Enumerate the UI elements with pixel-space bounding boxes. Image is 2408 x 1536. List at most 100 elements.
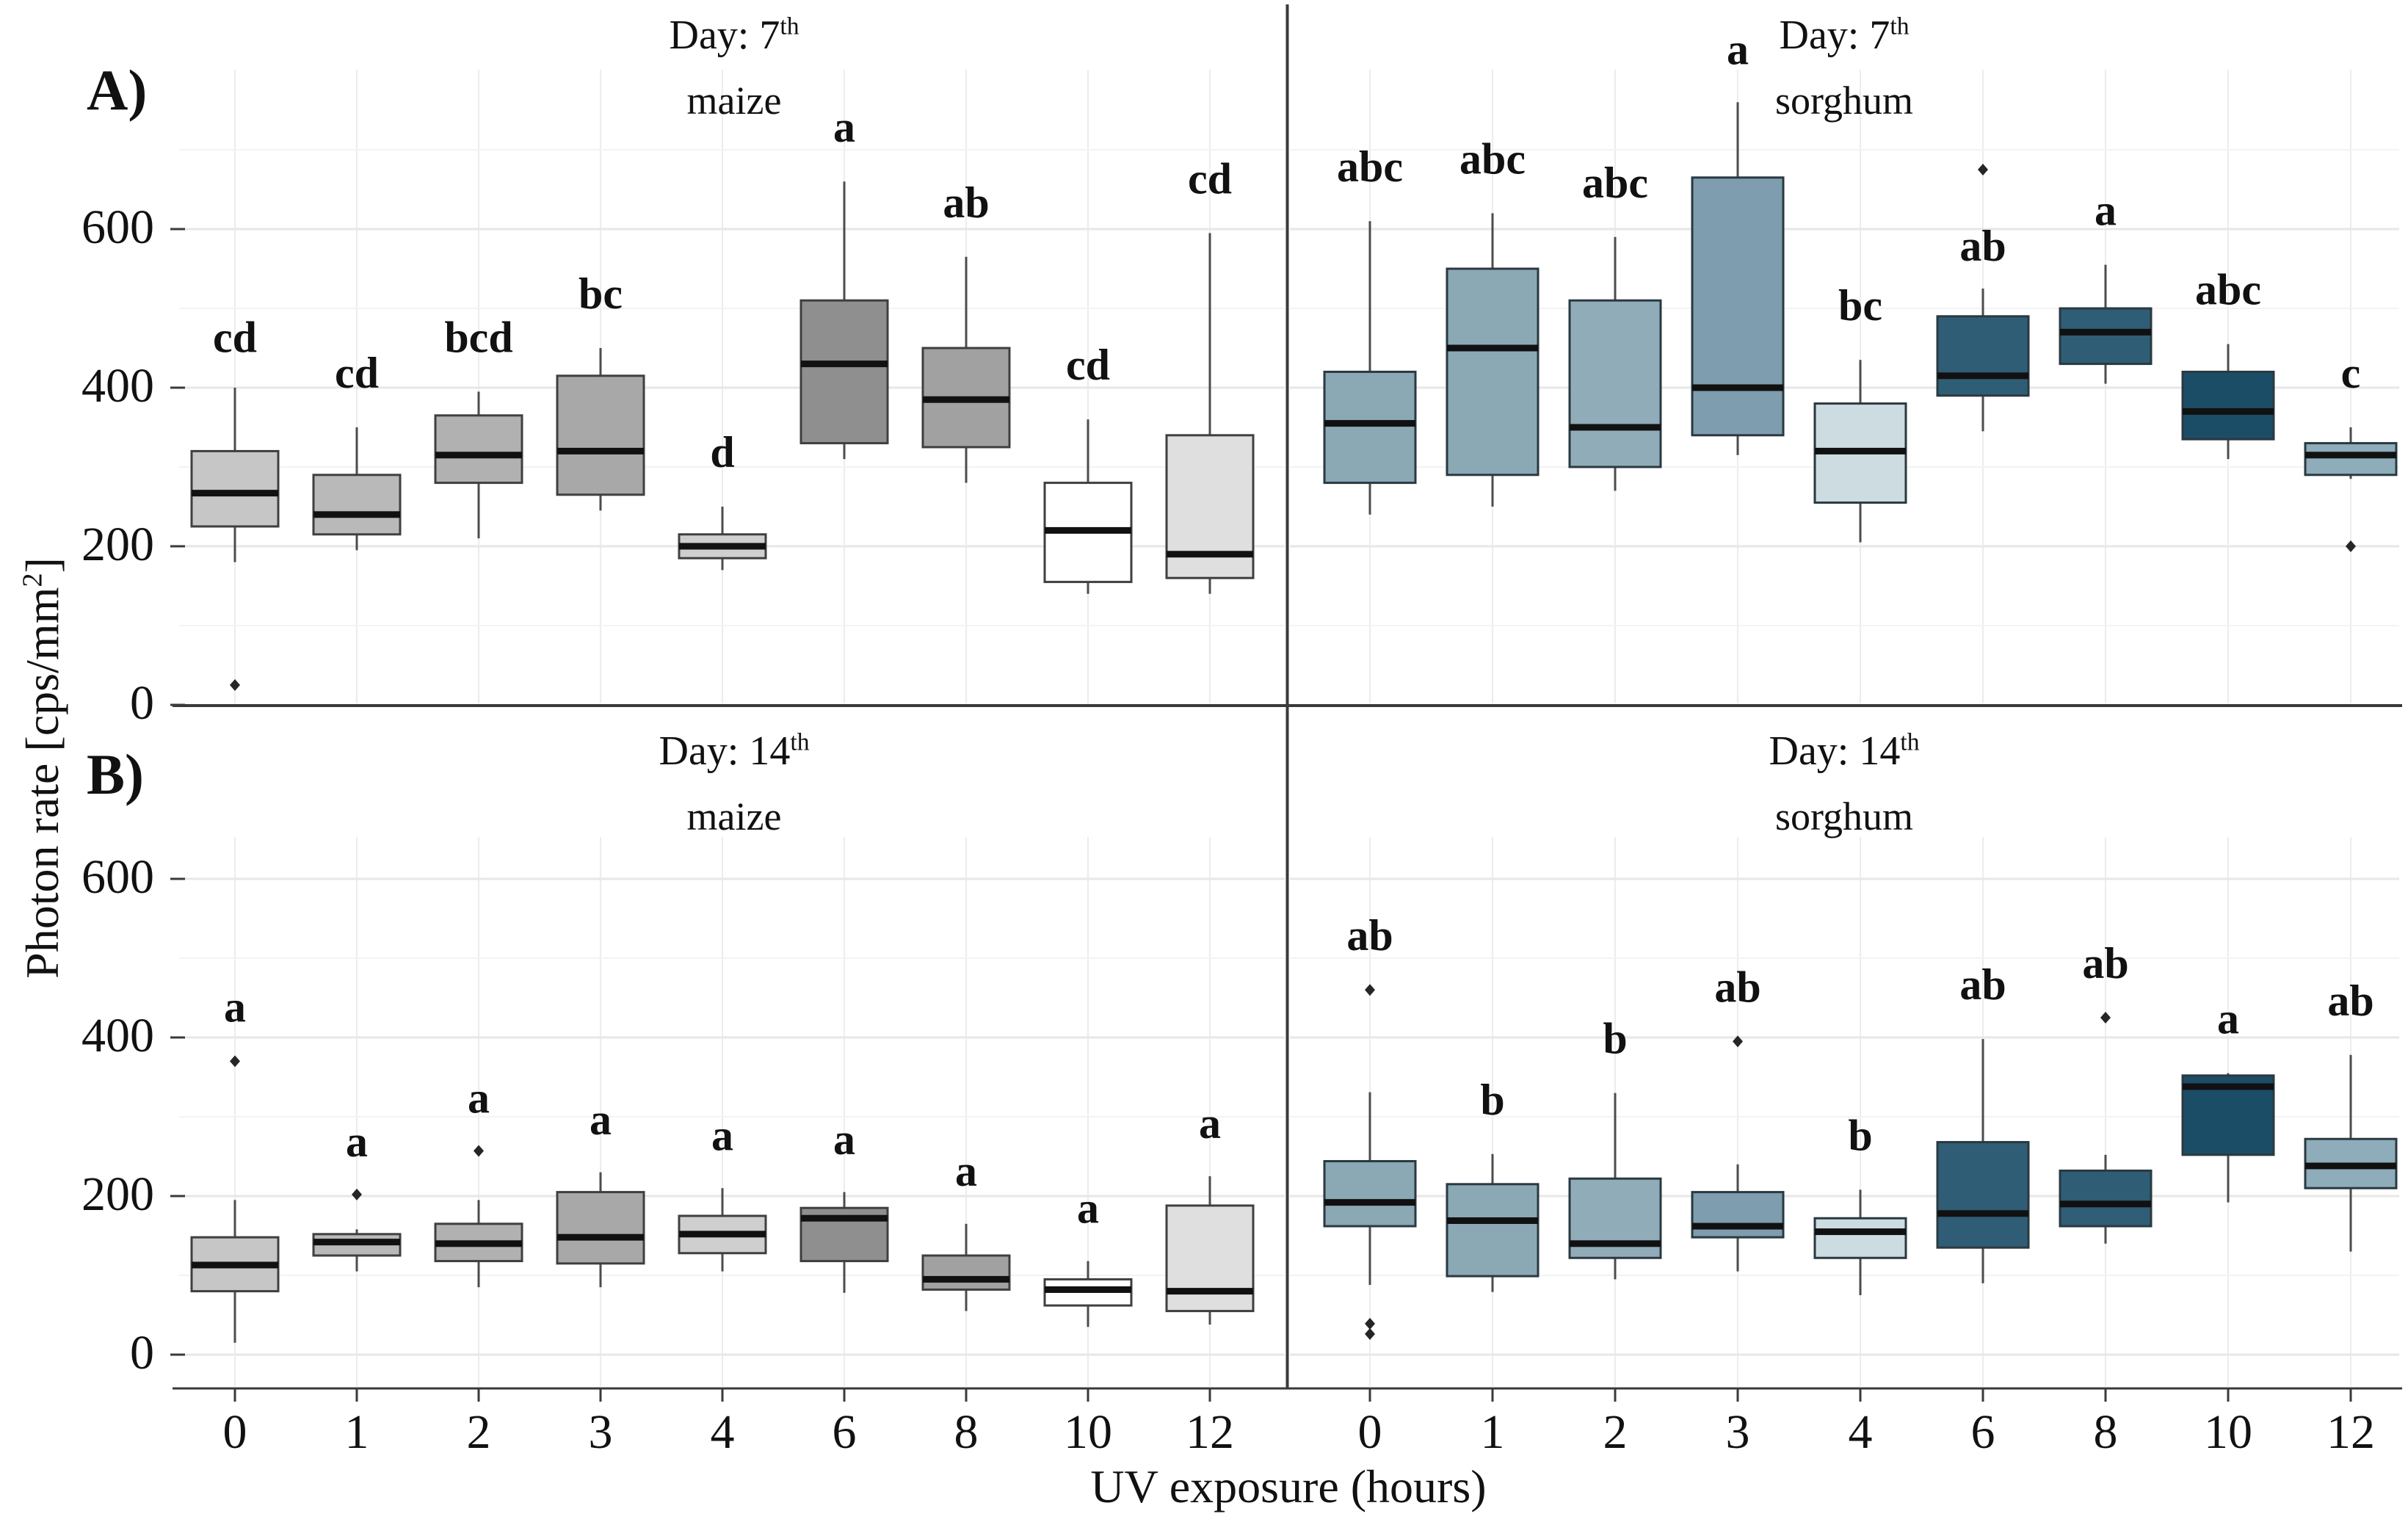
median-line [192, 1261, 278, 1269]
sig-label-day7-sorghum-6: ab [1959, 222, 2006, 270]
box-day7-sorghum-cat-12 [2304, 442, 2398, 477]
y-tick-label-top-0: 0 [130, 676, 154, 730]
median-line [679, 1231, 766, 1238]
outlier-point [2100, 1012, 2111, 1024]
panel-title-day14-maize: Day: 14th maize [433, 730, 1035, 838]
sig-label-day7-maize-0: cd [213, 313, 257, 361]
x-axis-title: UV exposure (hours) [1090, 1460, 1487, 1513]
box-day7-maize-cat-0 [190, 449, 280, 528]
box-day14-sorghum-cat-3 [1691, 1191, 1785, 1239]
outlier-point [230, 1055, 240, 1068]
panel-label-b: B) [87, 742, 144, 806]
sig-label-day14-sorghum-8: ab [2082, 939, 2128, 988]
y-axis-title: Photon rate [cps/mm2] [16, 557, 68, 979]
x-tick-label-left-10: 10 [1064, 1405, 1112, 1459]
sig-label-day7-maize-8: ab [943, 178, 989, 227]
sig-label-day7-sorghum-12: c [2341, 349, 2361, 397]
panel-label-a: A) [87, 58, 148, 122]
median-line [1937, 372, 2028, 380]
x-tick-label-right-12: 12 [2327, 1405, 2375, 1459]
median-line [557, 447, 644, 454]
panel-title-day-line: Day: 14th [1769, 728, 1920, 774]
median-line [313, 511, 400, 518]
box-day7-sorghum-cat-6 [1936, 315, 2030, 397]
median-line [1570, 1240, 1661, 1247]
panel-title-species: maize [686, 794, 782, 838]
panel-title-day-line: Day: 7th [1779, 12, 1910, 58]
median-line [1570, 424, 1661, 431]
box-day7-maize-cat-2 [434, 414, 523, 485]
median-line [192, 490, 278, 497]
x-tick-label-left-4: 4 [711, 1405, 735, 1459]
median-line [2060, 1200, 2151, 1208]
median-line [2305, 452, 2396, 459]
median-line [2305, 1162, 2396, 1170]
box-day14-sorghum-cat-8 [2059, 1169, 2153, 1228]
median-line [1167, 551, 1253, 558]
median-line [1045, 526, 1131, 534]
sig-label-day14-maize-8: a [955, 1147, 977, 1195]
sig-label-day14-sorghum-10: a [2217, 995, 2239, 1043]
median-line [1692, 1222, 1783, 1230]
sig-label-day7-sorghum-10: abc [2195, 266, 2261, 314]
median-line [1692, 384, 1783, 391]
outlier-point [474, 1145, 484, 1157]
median-line [313, 1239, 400, 1246]
sig-label-day14-sorghum-4: b [1848, 1111, 1872, 1159]
outlier-point [1733, 1035, 1743, 1048]
sig-label-day14-maize-12: a [1199, 1099, 1221, 1148]
median-line [801, 361, 888, 368]
box-day14-sorghum-cat-1 [1446, 1183, 1540, 1278]
x-tick-label-left-12: 12 [1186, 1405, 1234, 1459]
box-day7-maize-cat-3 [556, 374, 645, 496]
outlier-point [1978, 164, 1988, 175]
y-tick-label-bottom-0: 0 [130, 1326, 154, 1380]
median-line [1815, 1228, 1906, 1236]
x-tick-label-left-6: 6 [833, 1405, 857, 1459]
x-tick-label-right-3: 3 [1726, 1405, 1750, 1459]
y-tick-label-bottom-600: 600 [81, 850, 154, 904]
sig-label-day7-sorghum-4: bc [1838, 281, 1882, 330]
median-line [1815, 447, 1906, 454]
x-tick-label-right-6: 6 [1971, 1405, 1995, 1459]
sig-label-day14-maize-1: a [346, 1117, 368, 1166]
sig-label-day7-maize-1: cd [335, 349, 379, 397]
sig-label-day14-maize-4: a [711, 1111, 733, 1159]
median-line [801, 1214, 888, 1222]
box-day14-maize-cat-8 [921, 1254, 1011, 1291]
outlier-point [2346, 540, 2356, 552]
box-day14-sorghum-cat-6 [1936, 1141, 2030, 1249]
y-tick-label-bottom-400: 400 [81, 1009, 154, 1062]
box-day14-maize-cat-12 [1165, 1204, 1255, 1313]
median-line [1045, 1286, 1131, 1293]
x-tick-label-left-2: 2 [467, 1405, 491, 1459]
sig-label-day7-maize-2: bcd [444, 313, 512, 361]
x-tick-label-right-4: 4 [1849, 1405, 1873, 1459]
sig-label-day7-sorghum-8: a [2095, 186, 2117, 235]
y-tick-label-top-200: 200 [81, 518, 154, 571]
sig-label-day7-sorghum-1: abc [1459, 134, 1526, 183]
x-tick-label-left-3: 3 [589, 1405, 613, 1459]
box-day7-sorghum-cat-10 [2181, 370, 2275, 441]
sig-label-day14-sorghum-1: b [1480, 1076, 1504, 1124]
x-tick-label-right-0: 0 [1358, 1405, 1382, 1459]
box-day7-sorghum-cat-1 [1446, 267, 1540, 477]
panel-title-day14-sorghum: Day: 14th sorghum [1543, 728, 2145, 836]
median-line [679, 543, 766, 550]
sig-label-day14-sorghum-3: ab [1714, 963, 1760, 1011]
sig-label-day14-sorghum-12: ab [2327, 977, 2373, 1025]
outlier-point [1365, 984, 1375, 996]
x-tick-label-right-2: 2 [1603, 1405, 1628, 1459]
panel-title-species: sorghum [1774, 79, 1914, 123]
panel-title-day7-maize: Day: 7th maize [433, 14, 1035, 120]
sig-label-day14-maize-10: a [1077, 1184, 1099, 1233]
box-day14-maize-cat-3 [556, 1191, 645, 1265]
sig-label-day14-maize-2: a [468, 1074, 490, 1123]
median-line [435, 1240, 522, 1247]
outlier-point [230, 679, 240, 691]
box-day14-sorghum-cat-0 [1323, 1159, 1417, 1228]
sig-label-day14-maize-3: a [590, 1095, 612, 1144]
outlier-point [352, 1188, 362, 1200]
